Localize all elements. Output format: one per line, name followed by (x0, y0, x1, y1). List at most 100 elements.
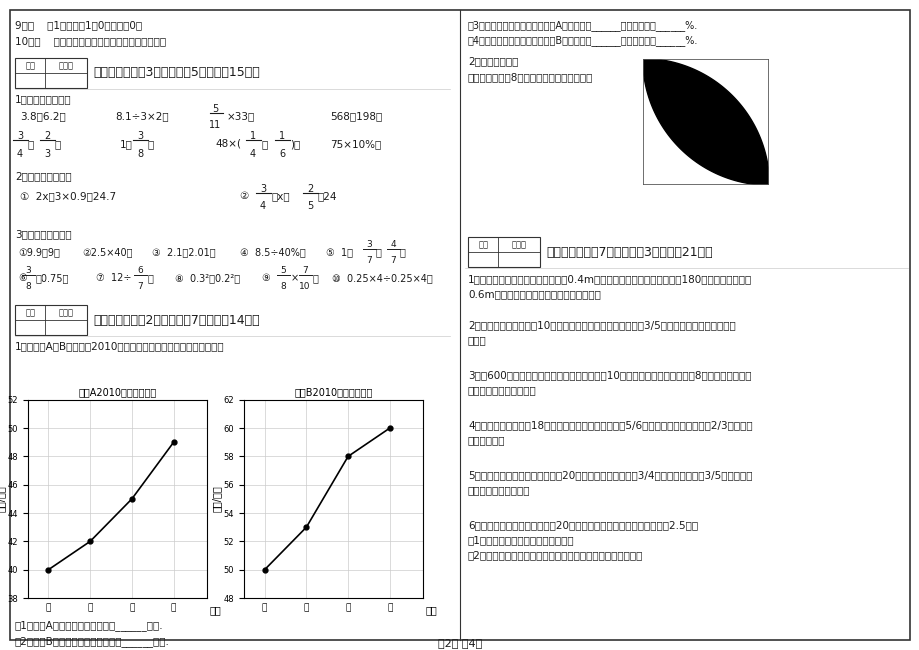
Text: 5: 5 (307, 201, 312, 211)
Text: ×: × (290, 273, 299, 283)
Text: 5: 5 (211, 104, 218, 114)
Text: ＋0.75＝: ＋0.75＝ (36, 273, 69, 283)
Text: 4: 4 (390, 240, 395, 249)
Text: －: － (262, 139, 268, 149)
Text: ②: ② (240, 191, 255, 201)
Text: 3: 3 (25, 266, 31, 275)
Text: （3）四季度与一季度相比，工厂A产值增加了______万元，增加了______%.: （3）四季度与一季度相比，工厂A产值增加了______万元，增加了______%… (468, 20, 698, 31)
Text: 3: 3 (366, 240, 371, 249)
Text: ⑦  12÷: ⑦ 12÷ (96, 273, 131, 283)
Text: 评卷人: 评卷人 (511, 240, 526, 250)
Bar (15, 58, 87, 88)
Text: 7: 7 (390, 256, 395, 265)
Text: 8: 8 (137, 149, 143, 159)
Text: ①  2x＋3×0.9＝24.7: ① 2x＋3×0.9＝24.7 (20, 191, 116, 201)
Y-axis label: 产值/万元: 产值/万元 (0, 486, 6, 512)
Text: 10: 10 (299, 282, 311, 291)
Text: 4: 4 (260, 201, 266, 211)
Polygon shape (642, 58, 768, 185)
Text: 0.6m的方砖，要用多少块？（用比例解答）: 0.6m的方砖，要用多少块？（用比例解答） (468, 289, 600, 299)
Text: ＝: ＝ (312, 273, 319, 283)
Text: （2）在水池的池壁内涂上水泥，涂水泥的面积是多少平方米？: （2）在水池的池壁内涂上水泥，涂水泥的面积是多少平方米？ (468, 550, 642, 560)
Y-axis label: 产值/万元: 产值/万元 (212, 486, 221, 512)
Text: 1、如图是A、B两个工厂2010年产值统计图，根据统计图回答问题。: 1、如图是A、B两个工厂2010年产值统计图，根据统计图回答问题。 (15, 341, 224, 351)
Text: 4、小红的储蓄箱中有18元，小华的储蓄的钱是小红的5/6，小新储蓄的钱是小华的2/3，小新储: 4、小红的储蓄箱中有18元，小华的储蓄的钱是小红的5/6，小新储蓄的钱是小华的2… (468, 420, 752, 430)
Text: ①9.9＋9＝: ①9.9＋9＝ (18, 247, 60, 257)
Text: 2: 2 (44, 131, 50, 141)
Text: 季度: 季度 (425, 605, 437, 615)
Text: 多少筐？（用方程解）: 多少筐？（用方程解） (468, 485, 530, 495)
Text: ＝: ＝ (148, 139, 154, 149)
Text: 3: 3 (137, 131, 143, 141)
Text: ⑥: ⑥ (18, 273, 27, 283)
Text: 3: 3 (17, 131, 23, 141)
Text: 568－198＝: 568－198＝ (330, 111, 381, 121)
Text: 四、计算题（共3小题，每题5分，共计15分）: 四、计算题（共3小题，每题5分，共计15分） (93, 66, 259, 79)
Text: 7: 7 (366, 256, 371, 265)
Text: 正方形的边长是8厘米，求阴影部分的面积。: 正方形的边长是8厘米，求阴影部分的面积。 (468, 72, 593, 82)
Text: 2、一课桌比一把椅子贵10元，如果椅子的单价是课桌单价的3/5，课桌和椅子的单价各是多: 2、一课桌比一把椅子贵10元，如果椅子的单价是课桌单价的3/5，课桌和椅子的单价… (468, 320, 735, 330)
Text: （4）四季度与一季度相比，工厂B产值增加了______万元，增加了______%.: （4）四季度与一季度相比，工厂B产值增加了______万元，增加了______%… (468, 35, 698, 46)
Text: 得分: 得分 (25, 62, 35, 71)
Text: 第2页 共4页: 第2页 共4页 (437, 638, 482, 648)
Bar (15, 305, 87, 335)
Text: 1、张栋博家买了新房，准备用边长0.4m的方砖装饰客厅地面，这样需要180块，如果改用边长: 1、张栋博家买了新房，准备用边长0.4m的方砖装饰客厅地面，这样需要180块，如… (468, 274, 752, 284)
Title: 工厂B2010年产值统计图: 工厂B2010年产值统计图 (294, 387, 372, 398)
Text: ⑤  1－: ⑤ 1－ (325, 247, 353, 257)
Text: ⑩  0.25×4÷0.25×4＝: ⑩ 0.25×4÷0.25×4＝ (332, 273, 432, 283)
Text: 6、一个圆柱形的水池，直径是20米（这里指的是圆柱水池的内径）深2.5米。: 6、一个圆柱形的水池，直径是20米（这里指的是圆柱水池的内径）深2.5米。 (468, 520, 698, 530)
Text: 3、直接写出得数。: 3、直接写出得数。 (15, 229, 72, 239)
Text: 11: 11 (209, 120, 221, 130)
Text: ②2.5×40＝: ②2.5×40＝ (82, 247, 132, 257)
Title: 工厂A2010年产值统计图: 工厂A2010年产值统计图 (78, 387, 156, 398)
Text: ×33＝: ×33＝ (227, 111, 255, 121)
Text: ＝: ＝ (55, 139, 62, 149)
Text: 1: 1 (250, 131, 255, 141)
Text: 8: 8 (279, 282, 286, 291)
Text: 得分: 得分 (478, 240, 488, 250)
Text: 3.8＋6.2＝: 3.8＋6.2＝ (20, 111, 65, 121)
Text: 7: 7 (301, 266, 308, 275)
Text: 得分: 得分 (25, 309, 35, 318)
Text: 季度: 季度 (209, 605, 221, 615)
Text: ＝: ＝ (148, 273, 153, 283)
Text: 9、（    ）1的倒数是1，0的倒数是0。: 9、（ ）1的倒数是1，0的倒数是0。 (15, 20, 142, 30)
Text: 1－: 1－ (119, 139, 132, 149)
Text: 5、商店运来一些水果，运来苹果20筐，梨的筐数是苹果的3/4，同时又是橘子的3/5，运来橘子: 5、商店运来一些水果，运来苹果20筐，梨的筐数是苹果的3/4，同时又是橘子的3/… (468, 470, 752, 480)
Text: 8: 8 (25, 282, 31, 291)
Text: ③  2.1－2.01＝: ③ 2.1－2.01＝ (152, 247, 215, 257)
Text: （1）工厂A平均每个季度的产值是______万元.: （1）工厂A平均每个季度的产值是______万元. (15, 620, 164, 631)
Text: )＝: )＝ (289, 139, 300, 149)
Text: 少元？: 少元？ (468, 335, 486, 345)
Text: 3: 3 (44, 149, 50, 159)
Bar (468, 237, 539, 267)
Text: 1: 1 (278, 131, 285, 141)
Text: 蓄了多少元？: 蓄了多少元？ (468, 435, 505, 445)
Text: 评卷人: 评卷人 (59, 309, 74, 318)
Text: 3、某600千米的公路，甲工程队单独完成需要10天，乙工程队单独完成需要8天，如果甲乙工程: 3、某600千米的公路，甲工程队单独完成需要10天，乙工程队单独完成需要8天，如… (468, 370, 751, 380)
Text: ④  8.5÷40%＝: ④ 8.5÷40%＝ (240, 247, 305, 257)
Text: ＝: ＝ (400, 247, 405, 257)
Text: 5: 5 (279, 266, 286, 275)
Polygon shape (642, 58, 768, 185)
Text: 五、综合题（共2小题，每题7分，共计14分）: 五、综合题（共2小题，每题7分，共计14分） (93, 313, 259, 326)
Text: 评卷人: 评卷人 (59, 62, 74, 71)
Text: ⑧  0.3²＋0.2²＝: ⑧ 0.3²＋0.2²＝ (175, 273, 240, 283)
Text: 75×10%＝: 75×10%＝ (330, 139, 380, 149)
Text: （1）这个水池的容积是多少立方米？: （1）这个水池的容积是多少立方米？ (468, 535, 574, 545)
Text: 7: 7 (137, 282, 142, 291)
Text: 2、图形与计算。: 2、图形与计算。 (468, 56, 517, 66)
Polygon shape (642, 58, 768, 185)
Text: 48×(: 48×( (215, 139, 241, 149)
Text: 4: 4 (250, 149, 255, 159)
Text: 6: 6 (278, 149, 285, 159)
Text: ⑨: ⑨ (262, 273, 277, 283)
Text: 六、应用题（共7小题，每题3分，共计21分）: 六、应用题（共7小题，每题3分，共计21分） (545, 246, 712, 259)
Text: 8.1÷3×2＝: 8.1÷3×2＝ (115, 111, 168, 121)
Text: （2）工厂B四个季度产值的中位数是______万元.: （2）工厂B四个季度产值的中位数是______万元. (15, 636, 170, 647)
Text: －: － (28, 139, 34, 149)
Text: 10、（    ）三角形的面积一定，底和高成反比例。: 10、（ ）三角形的面积一定，底和高成反比例。 (15, 36, 166, 46)
Text: 1、直接写出得数。: 1、直接写出得数。 (15, 94, 72, 104)
Text: 6: 6 (137, 266, 142, 275)
Text: ：24: ：24 (318, 191, 337, 201)
